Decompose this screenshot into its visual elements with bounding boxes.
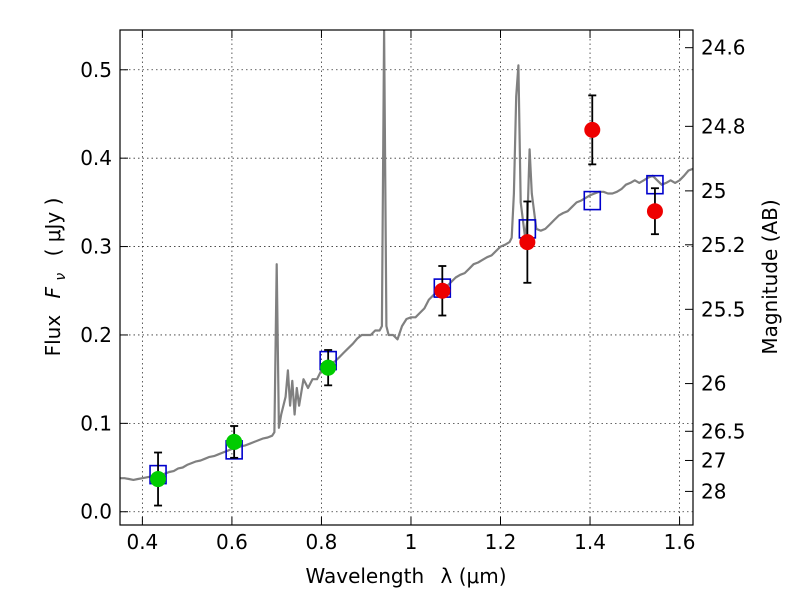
error-bars [154, 94, 659, 507]
data-point-4 [519, 234, 536, 251]
x-tick-label-5: 1.4 [574, 530, 606, 554]
data-point-2 [320, 359, 337, 376]
y-axis-label-group: Flux F ν ( μJy ) [41, 198, 70, 357]
y-tick-label-1: 0.1 [80, 411, 112, 435]
data-point-5 [584, 121, 601, 138]
x-tick-label-1: 0.6 [216, 530, 248, 554]
y-tick-label-2: 0.2 [80, 323, 112, 347]
y2-tick-label-4: 25.5 [701, 297, 746, 321]
y2-axis-label: Magnitude (AB) [758, 199, 782, 354]
y2-axis-label-group: Magnitude (AB) [758, 199, 782, 354]
data-point-0 [150, 471, 167, 488]
y-tick-label-5: 0.5 [80, 58, 112, 82]
data-point-1 [226, 433, 243, 450]
x-tick-label-2: 0.8 [306, 530, 338, 554]
y2-tick-label-6: 26.5 [701, 419, 746, 443]
photometry-points [150, 121, 663, 488]
grid [120, 30, 693, 525]
data-point-3 [434, 282, 451, 299]
y2-tick-label-2: 25 [701, 179, 726, 203]
x-tick-label-6: 1.6 [664, 530, 696, 554]
x-tick-label-4: 1.2 [485, 530, 517, 554]
plot-frame [119, 29, 694, 526]
y2-tick-label-1: 24.8 [701, 114, 746, 138]
y-tick-label-0: 0.0 [80, 500, 112, 524]
y-tick-labels: 0.0 0.1 0.2 0.3 0.4 0.5 [80, 58, 112, 524]
x-axis-label: Wavelength λ (μm) [305, 564, 506, 588]
x-tick-labels: 0.4 0.6 0.8 1 1.2 1.4 1.6 [126, 530, 695, 554]
spectrum-line [120, 30, 693, 481]
y2-tick-label-3: 25.2 [701, 233, 746, 257]
y-axis-label: Flux F ν ( μJy ) [41, 198, 70, 357]
axis-ticks [120, 30, 693, 525]
x-tick-label-3: 1 [405, 530, 418, 554]
x-tick-label-0: 0.4 [126, 530, 158, 554]
y2-tick-labels: 24.6 24.8 25 25.2 25.5 26 26.5 27 28 [701, 36, 746, 504]
y-tick-label-4: 0.4 [80, 146, 112, 170]
data-point-6 [646, 203, 663, 220]
y2-tick-label-8: 28 [701, 479, 726, 503]
plot-area [120, 30, 693, 525]
plot-content [120, 30, 693, 507]
model-square-5 [583, 190, 602, 211]
y-tick-label-3: 0.3 [80, 235, 112, 259]
y2-tick-label-7: 27 [701, 448, 726, 472]
y2-tick-label-0: 24.6 [701, 36, 746, 60]
y2-tick-label-5: 26 [701, 372, 726, 396]
